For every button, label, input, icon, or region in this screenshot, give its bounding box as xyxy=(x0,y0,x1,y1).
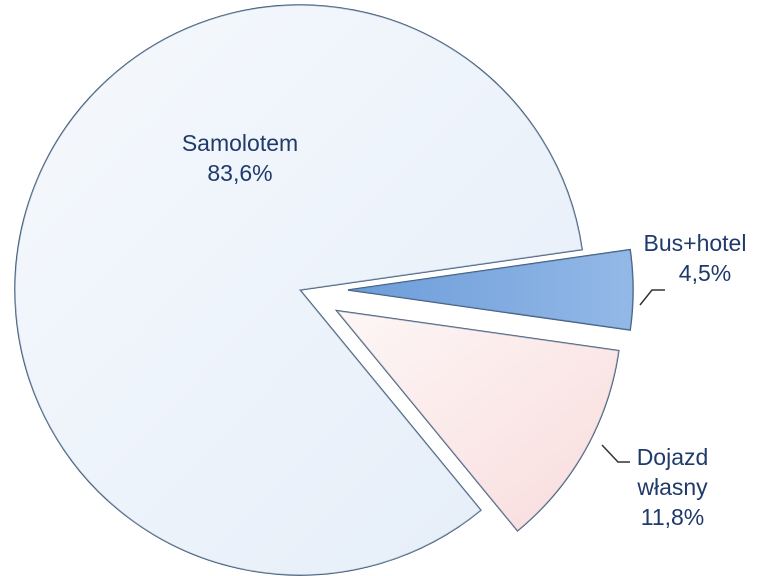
slice-tint xyxy=(348,249,633,331)
slice-label: Samolotem 83,6% xyxy=(150,128,330,188)
slice-tint xyxy=(14,4,583,575)
category-label: Samolotem xyxy=(181,130,299,156)
leader-line xyxy=(601,444,630,463)
value-label: 11,8% xyxy=(640,504,705,530)
slice-tint xyxy=(336,310,619,531)
value-label: 4,5% xyxy=(678,260,732,286)
category-label: Bus+hotel xyxy=(643,230,747,256)
slice-label: Dojazd własny 11,8% xyxy=(625,442,720,532)
category-label: Dojazd własny xyxy=(636,444,709,500)
slice-label: Bus+hotel 4,5% xyxy=(625,228,765,288)
value-label: 83,6% xyxy=(207,160,273,186)
leader-line xyxy=(639,289,665,306)
